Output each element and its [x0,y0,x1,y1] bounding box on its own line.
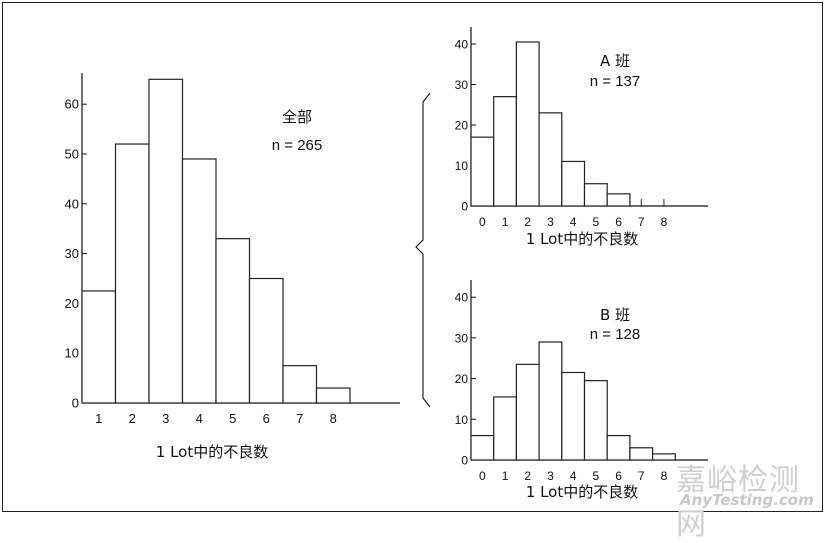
bar-1 [493,396,518,461]
bar-4 [561,371,586,461]
bar-7 [282,365,318,404]
x-tick-label: 5 [593,215,600,229]
x-axis-label-team-a: 1 Lot中的不良数 [526,230,638,248]
x-tick-label: 4 [570,215,577,229]
bar-1 [493,96,518,207]
bar-6 [606,193,631,207]
x-axis-label-team-b: 1 Lot中的不良数 [526,483,638,501]
x-tick-label: 0 [479,469,486,483]
x-tick-label: 1 [502,469,509,483]
y-tick-label: 20 [65,296,79,311]
bar-5 [583,380,608,461]
bar-5 [583,183,608,207]
x-tick-label: 4 [196,411,203,426]
bar-7 [629,447,654,461]
x-tick-label: 2 [524,215,531,229]
x-tick-label: 5 [229,411,236,426]
x-tick-label: 7 [296,411,303,426]
y-tick-label: 0 [72,396,79,411]
bar-5 [215,238,251,404]
x-tick-label: 2 [524,469,531,483]
x-tick-label: 8 [661,215,668,229]
chart-title-team-a: A 班 [600,52,630,70]
bar-0 [470,136,495,207]
sample-size-team-b: n = 128 [590,326,640,343]
bar-6 [248,277,284,404]
y-tick-label: 40 [455,291,469,305]
y-tick-label: 50 [65,147,79,162]
bar-3 [538,112,563,207]
chart-title-team-b: B 班 [600,306,630,324]
y-tick-label: 10 [455,413,469,427]
x-tick-label: 8 [661,469,668,483]
y-tick-label: 30 [65,246,79,261]
bar-6 [606,434,631,461]
sample-size-team-a: n = 137 [590,73,640,90]
bar-3 [538,341,563,461]
chart-title-overall: 全部 [282,108,312,126]
y-tick-label: 40 [65,196,79,211]
y-tick-label: 60 [65,97,79,112]
y-tick-label: 30 [455,331,469,345]
x-axis-label-overall: 1 Lot中的不良数 [156,443,268,461]
y-tick-label: 0 [461,200,468,214]
x-tick-label: 7 [638,469,645,483]
figure-frame [2,2,823,512]
bar-8 [315,387,351,404]
y-tick-label: 30 [455,78,469,92]
x-tick-label: 8 [330,411,337,426]
bar-3 [148,78,184,404]
x-tick-label: 2 [129,411,136,426]
x-tick-label: 5 [593,469,600,483]
y-tick-label: 0 [461,454,468,468]
x-tick-label: 4 [570,469,577,483]
sample-size-overall: n = 265 [272,137,322,154]
x-tick-label: 3 [547,215,554,229]
bar-4 [561,160,586,207]
bar-4 [181,158,217,404]
x-tick-label: 3 [547,469,554,483]
bar-0 [470,434,495,461]
x-tick-label: 6 [263,411,270,426]
curly-brace-connector [415,92,431,408]
x-tick-label: 6 [615,215,622,229]
x-tick-label: 7 [638,215,645,229]
x-tick-label: 6 [615,469,622,483]
x-tick-label: 3 [162,411,169,426]
x-tick-label: 1 [502,215,509,229]
bar-8 [651,453,676,461]
watermark-url: AnyTesting.com [680,491,814,509]
x-tick-label: 0 [479,215,486,229]
bar-2 [114,143,150,404]
y-tick-label: 20 [455,372,469,386]
y-tick-label: 40 [455,38,469,52]
bar-2 [515,363,540,461]
y-tick-label: 20 [455,119,469,133]
y-tick-label: 10 [455,159,469,173]
bar-2 [515,41,540,207]
y-tick-label: 10 [65,346,79,361]
bar-1 [81,290,117,404]
x-tick-label: 1 [95,411,102,426]
